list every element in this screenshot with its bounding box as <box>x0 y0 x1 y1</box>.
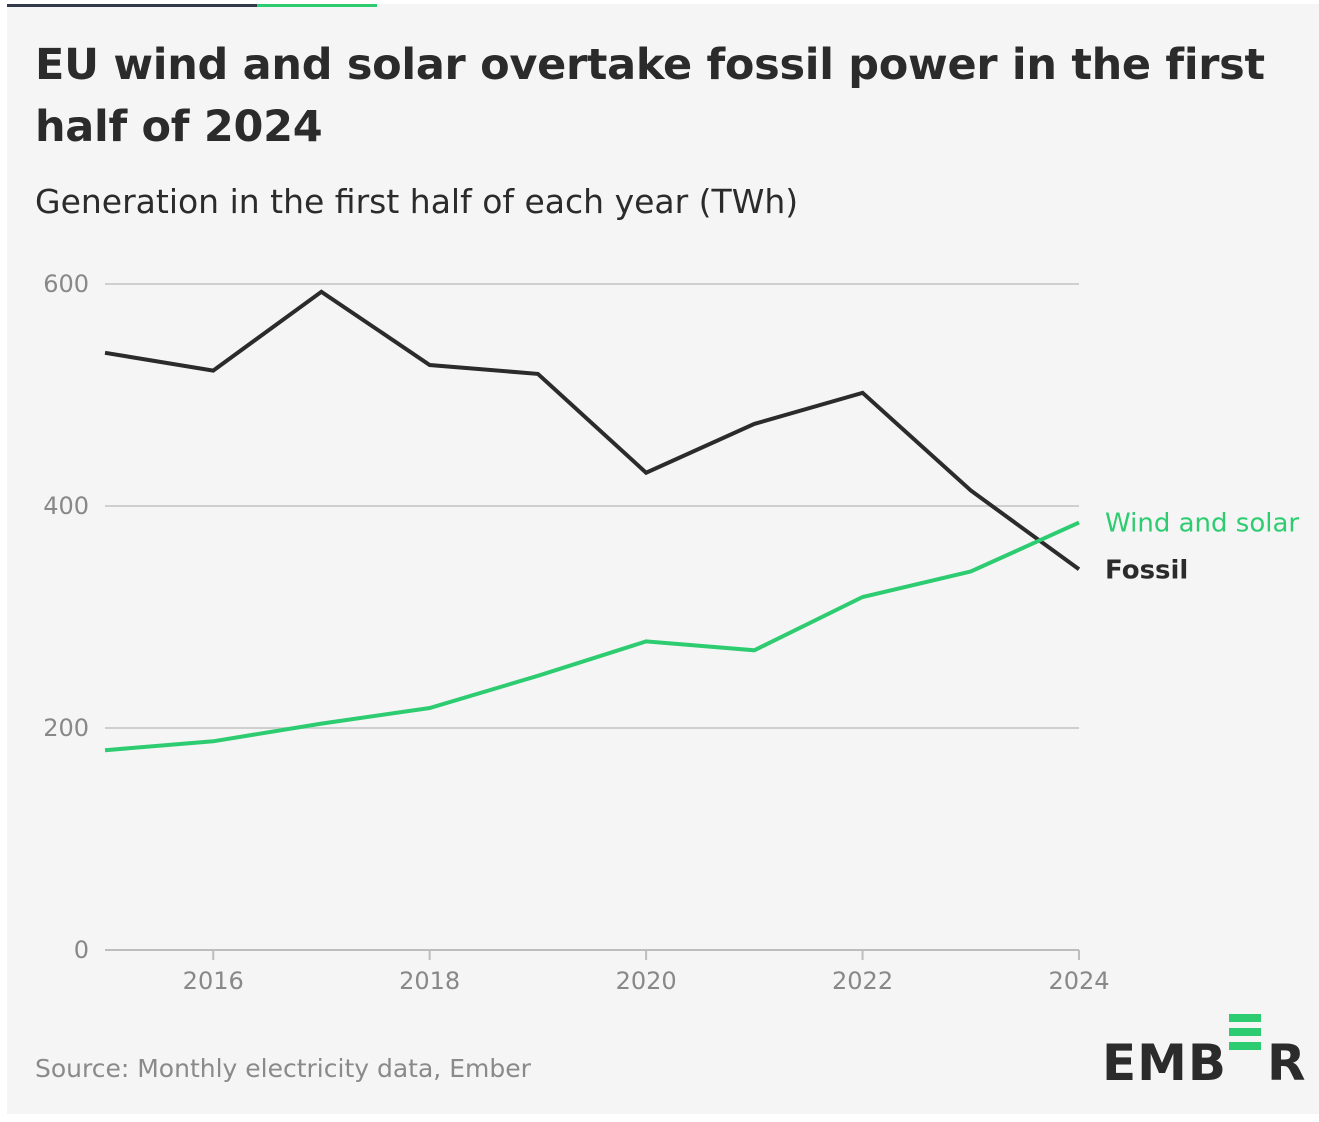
top-accent-bar-green <box>257 4 377 7</box>
ember-logo-prefix: EMB <box>1102 1034 1228 1092</box>
x-tick-label-2018: 2018 <box>399 967 460 995</box>
ember-logo: EMB R <box>1102 1014 1307 1088</box>
y-tick-label-400: 400 <box>43 492 89 520</box>
series-label-fossil: Fossil <box>1105 555 1188 585</box>
series-line-fossil <box>104 289 1081 571</box>
chart-title: EU wind and solar overtake fossil power … <box>35 40 1265 152</box>
series-labels: Wind and solar Fossil <box>1105 509 1299 586</box>
y-axis-ticks: 0 200 400 600 <box>43 270 89 964</box>
top-accent-bar-dark <box>7 4 257 7</box>
y-tick-label-0: 0 <box>74 936 89 964</box>
x-axis: 2016 2018 2020 2022 2024 <box>105 949 1110 995</box>
gridlines <box>105 283 1079 729</box>
x-tick-label-2022: 2022 <box>832 967 893 995</box>
ember-logo-suffix: R <box>1267 1034 1307 1092</box>
chart-card: EU wind and solar overtake fossil power … <box>7 4 1319 1114</box>
x-tick-label-2024: 2024 <box>1048 967 1109 995</box>
x-tick-label-2020: 2020 <box>616 967 677 995</box>
series-lines <box>104 289 1081 753</box>
x-tick-label-2016: 2016 <box>183 967 244 995</box>
line-chart: 0 200 400 600 2016 2018 2020 2022 2024 Wind and… <box>43 270 1299 995</box>
source-note: Source: Monthly electricity data, Ember <box>35 1054 531 1083</box>
chart-subtitle: Generation in the first half of each yea… <box>35 182 799 221</box>
y-tick-label-600: 600 <box>43 270 89 298</box>
y-tick-label-200: 200 <box>43 714 89 742</box>
ember-logo-e-mark <box>1229 1014 1265 1080</box>
series-label-wind-and-solar: Wind and solar <box>1105 509 1299 539</box>
top-accent-bar <box>7 4 1319 7</box>
series-line-wind-and-solar <box>104 520 1080 753</box>
